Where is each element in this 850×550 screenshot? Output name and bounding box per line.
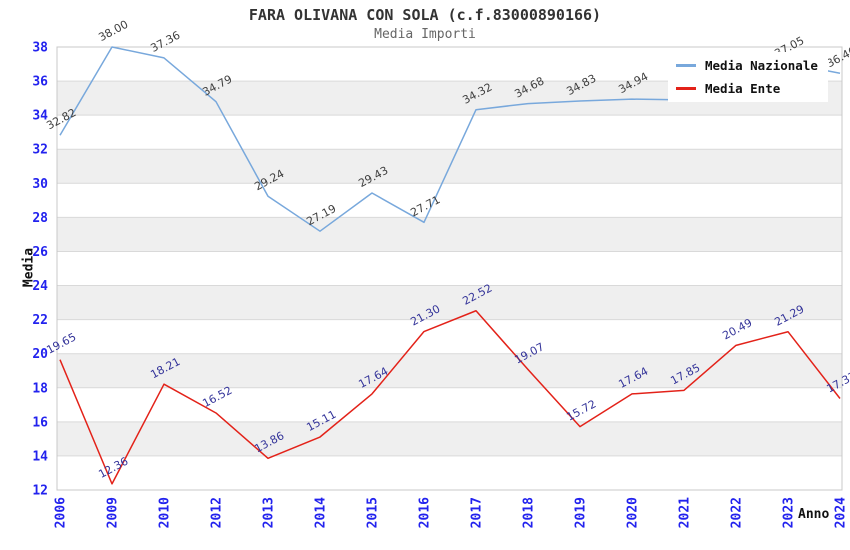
plot-border [56, 46, 843, 491]
point-label: 38.00 [96, 18, 130, 44]
x-tick-label: 2014 [314, 497, 329, 528]
legend: Media Nazionale Media Ente [668, 52, 828, 102]
plot-band [57, 115, 842, 150]
x-tick-label: 2013 [262, 497, 277, 528]
y-tick-label: 16 [32, 415, 48, 430]
y-axis-title: Media [21, 247, 37, 288]
x-tick-label: 2006 [54, 497, 69, 528]
x-tick-label: 2012 [210, 497, 225, 528]
plot-band [57, 421, 842, 456]
plot-band [57, 285, 842, 320]
x-tick-label: 2022 [730, 497, 745, 528]
chart-title: FARA OLIVANA CON SOLA (c.f.83000890166) [248, 6, 602, 24]
y-tick-label: 36 [32, 75, 48, 90]
plot-band [57, 455, 842, 490]
media-nazionale-line-swatch [676, 64, 696, 67]
legend-label-media-nazionale: Media Nazionale [705, 58, 818, 73]
x-tick-label: 2009 [106, 497, 121, 528]
y-tick-label: 28 [32, 211, 48, 226]
x-tick-label: 2010 [158, 497, 173, 528]
y-tick-label: 30 [32, 177, 48, 192]
plot-band [57, 251, 842, 286]
y-tick-label: 38 [32, 41, 48, 56]
y-tick-label: 12 [32, 484, 48, 499]
plot-band [57, 319, 842, 354]
x-tick-label: 2016 [418, 497, 433, 528]
x-tick-label: 2020 [626, 497, 641, 528]
series-line-media-ente [59, 310, 841, 485]
plot-band [57, 353, 842, 388]
y-tick-label: 26 [32, 245, 48, 260]
y-tick-label: 18 [32, 381, 48, 396]
plot-band [57, 217, 842, 252]
y-tick-label: 32 [32, 143, 48, 158]
media-ente-line-swatch [676, 87, 696, 90]
y-tick-label: 20 [32, 347, 48, 362]
x-tick-label: 2021 [678, 497, 693, 528]
y-tick-label: 22 [32, 313, 48, 328]
x-tick-label: 2017 [470, 497, 485, 528]
chart-subtitle: Media Importi [374, 27, 476, 42]
legend-item-media-nazionale: Media Nazionale [676, 58, 822, 73]
y-tick-label: 14 [32, 449, 48, 464]
plot-band [57, 183, 842, 218]
y-tick-label: 24 [32, 279, 48, 294]
legend-item-media-ente: Media Ente [676, 81, 822, 96]
x-axis-title: Anno [798, 507, 830, 522]
x-tick-label: 2018 [522, 497, 537, 528]
x-tick-label: 2015 [366, 497, 381, 528]
y-tick-label: 34 [32, 109, 48, 124]
plot-band [57, 387, 842, 422]
x-tick-label: 2024 [834, 497, 849, 528]
x-tick-label: 2023 [782, 497, 797, 528]
legend-label-media-ente: Media Ente [705, 81, 781, 96]
x-tick-label: 2019 [574, 497, 589, 528]
